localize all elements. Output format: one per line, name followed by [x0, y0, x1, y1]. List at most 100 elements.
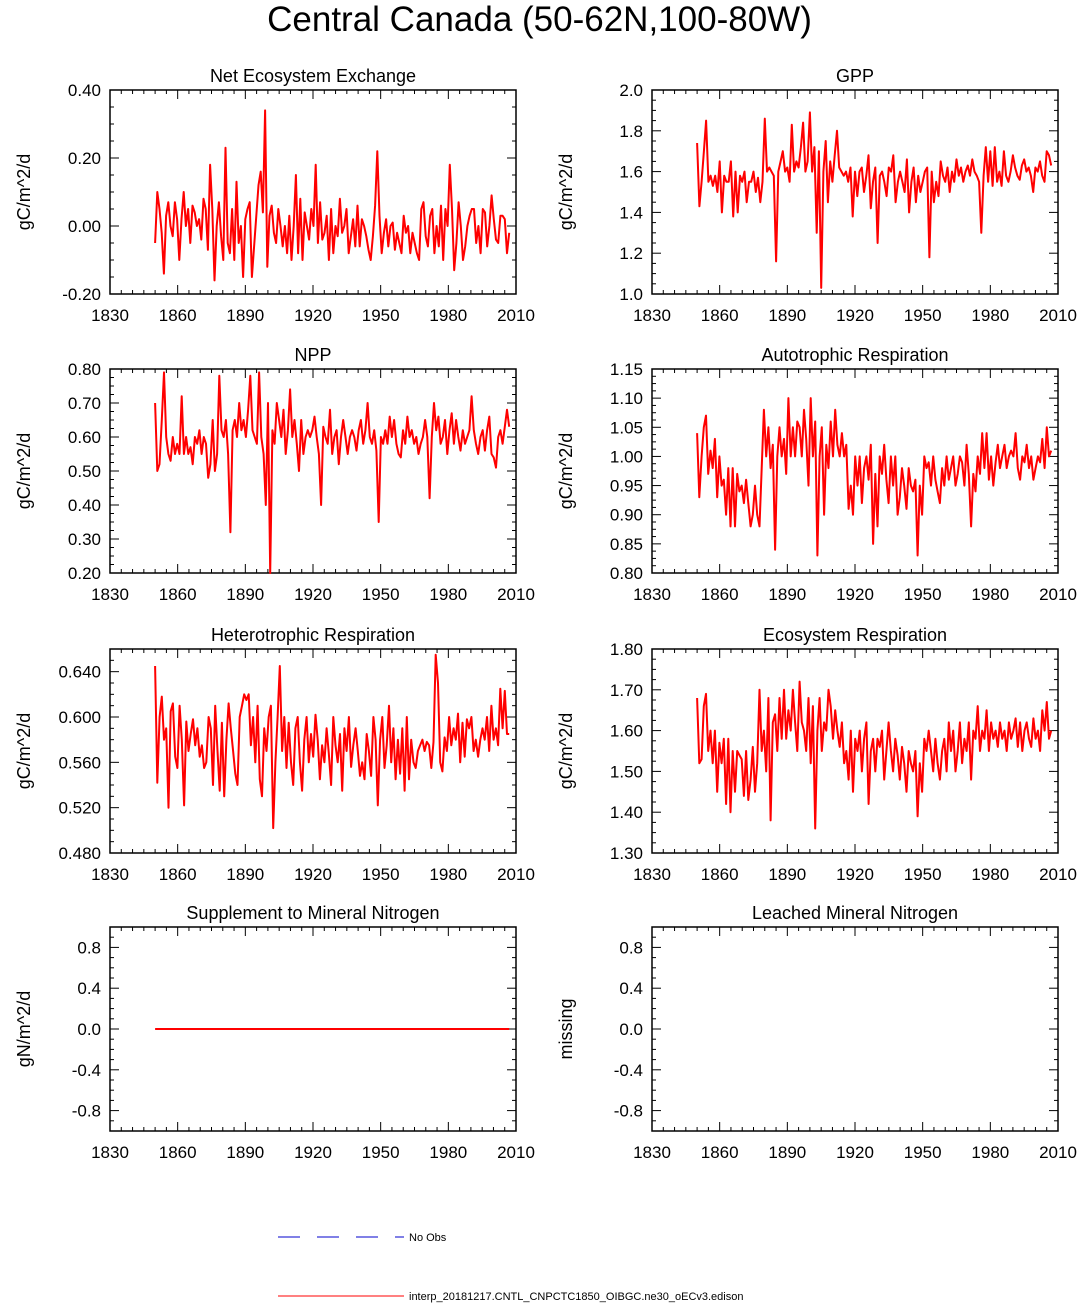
x-tick-label: 1860 — [159, 1143, 197, 1162]
y-tick-label: 1.50 — [610, 762, 643, 781]
y-axis-label-net-ecosystem-exchange: gC/m^2/d — [14, 154, 34, 230]
panel-title-gpp: GPP — [836, 66, 874, 86]
y-tick-label: 1.15 — [610, 360, 643, 379]
x-tick-label: 1860 — [701, 1143, 739, 1162]
x-tick-label: 1830 — [91, 585, 129, 604]
y-tick-label: 0.80 — [68, 360, 101, 379]
x-tick-label: 1890 — [226, 585, 264, 604]
y-axis-label-gpp: gC/m^2/d — [556, 154, 576, 230]
figure-title: Central Canada (50-62N,100-80W) — [267, 0, 812, 39]
y-axis-label-leached-mineral-nitrogen: missing — [556, 998, 576, 1059]
y-tick-label: 1.30 — [610, 844, 643, 863]
y-tick-label: -0.4 — [614, 1061, 643, 1080]
y-tick-label: 0.0 — [619, 1020, 643, 1039]
y-tick-label: 1.70 — [610, 681, 643, 700]
y-tick-label: -0.8 — [614, 1102, 643, 1121]
x-tick-label: 1920 — [836, 1143, 874, 1162]
x-tick-label: 1830 — [633, 865, 671, 884]
x-tick-label: 1980 — [971, 1143, 1009, 1162]
panel-title-heterotrophic-respiration: Heterotrophic Respiration — [211, 625, 415, 645]
x-tick-label: 2010 — [497, 865, 535, 884]
x-tick-label: 2010 — [1039, 306, 1077, 325]
legend-label-obs: No Obs — [409, 1232, 447, 1244]
y-tick-label: -0.20 — [62, 285, 101, 304]
y-tick-label: 0.8 — [619, 938, 643, 957]
y-tick-label: 0.70 — [68, 394, 101, 413]
y-tick-label: 0.600 — [58, 708, 101, 727]
x-tick-label: 1860 — [159, 585, 197, 604]
series-line-heterotrophic-respiration — [154, 653, 510, 830]
x-tick-label: 1890 — [768, 865, 806, 884]
x-tick-label: 1980 — [429, 306, 467, 325]
x-tick-label: 2010 — [1039, 585, 1077, 604]
x-tick-label: 1980 — [971, 865, 1009, 884]
panel-title-supplement-to-mineral-nitrogen: Supplement to Mineral Nitrogen — [186, 903, 439, 923]
y-tick-label: -0.8 — [72, 1102, 101, 1121]
plot-frame-leached-mineral-nitrogen — [651, 926, 1059, 1132]
x-tick-label: 1950 — [904, 306, 942, 325]
y-tick-label: 0.00 — [68, 217, 101, 236]
y-tick-label: 0.40 — [68, 81, 101, 100]
x-tick-label: 1980 — [429, 1143, 467, 1162]
y-axis-label-supplement-to-mineral-nitrogen: gN/m^2/d — [14, 991, 34, 1067]
panel-title-npp: NPP — [294, 345, 331, 365]
x-tick-label: 1920 — [836, 306, 874, 325]
x-tick-label: 1890 — [768, 585, 806, 604]
x-tick-label: 1890 — [768, 306, 806, 325]
y-tick-label: 1.8 — [619, 122, 643, 141]
series-line-ecosystem-respiration — [696, 680, 1053, 830]
y-axis-label-ecosystem-respiration: gC/m^2/d — [556, 713, 576, 789]
y-tick-label: 0.85 — [610, 535, 643, 554]
x-tick-label: 1860 — [701, 306, 739, 325]
y-axis-label-heterotrophic-respiration: gC/m^2/d — [14, 713, 34, 789]
y-tick-label: -0.4 — [72, 1061, 101, 1080]
x-tick-label: 1830 — [91, 1143, 129, 1162]
y-tick-label: 0.50 — [68, 462, 101, 481]
x-tick-label: 2010 — [497, 306, 535, 325]
y-tick-label: 1.10 — [610, 389, 643, 408]
panel-title-net-ecosystem-exchange: Net Ecosystem Exchange — [210, 66, 416, 86]
x-tick-label: 1920 — [836, 865, 874, 884]
x-tick-label: 1830 — [91, 865, 129, 884]
x-tick-label: 1980 — [971, 306, 1009, 325]
legend-label-model: interp_20181217.CNTL_CNPCTC1850_OIBGC.ne… — [409, 1291, 743, 1303]
x-tick-label: 1980 — [429, 585, 467, 604]
x-tick-label: 2010 — [497, 585, 535, 604]
x-tick-label: 1890 — [226, 306, 264, 325]
x-tick-label: 1950 — [362, 585, 400, 604]
y-tick-label: 0.30 — [68, 530, 101, 549]
x-tick-label: 1920 — [294, 306, 332, 325]
y-tick-label: 1.60 — [610, 722, 643, 741]
x-tick-label: 1920 — [294, 1143, 332, 1162]
y-tick-label: 1.4 — [619, 203, 643, 222]
y-tick-label: 1.40 — [610, 803, 643, 822]
y-tick-label: 0.4 — [619, 979, 643, 998]
x-tick-label: 1950 — [362, 1143, 400, 1162]
x-tick-label: 1890 — [226, 865, 264, 884]
x-tick-label: 1920 — [294, 865, 332, 884]
y-tick-label: 0.90 — [610, 506, 643, 525]
y-axis-label-autotrophic-respiration: gC/m^2/d — [556, 433, 576, 509]
panel-title-ecosystem-respiration: Ecosystem Respiration — [763, 625, 947, 645]
x-tick-label: 1950 — [362, 865, 400, 884]
y-tick-label: 0.20 — [68, 149, 101, 168]
y-tick-label: 1.05 — [610, 418, 643, 437]
x-tick-label: 1980 — [971, 585, 1009, 604]
y-tick-label: 1.2 — [619, 244, 643, 263]
panel-title-leached-mineral-nitrogen: Leached Mineral Nitrogen — [752, 903, 958, 923]
y-tick-label: 0.8 — [77, 938, 101, 957]
series-line-gpp — [696, 111, 1053, 289]
x-tick-label: 1830 — [633, 306, 671, 325]
y-tick-label: 0.80 — [610, 564, 643, 583]
x-tick-label: 1950 — [904, 865, 942, 884]
x-tick-label: 1950 — [362, 306, 400, 325]
x-tick-label: 1860 — [159, 306, 197, 325]
series-line-npp — [154, 371, 511, 574]
y-tick-label: 1.6 — [619, 163, 643, 182]
x-tick-label: 1860 — [701, 585, 739, 604]
x-tick-label: 1830 — [633, 585, 671, 604]
x-tick-label: 1950 — [904, 585, 942, 604]
y-tick-label: 1.80 — [610, 640, 643, 659]
plot-frame-gpp — [651, 89, 1059, 295]
